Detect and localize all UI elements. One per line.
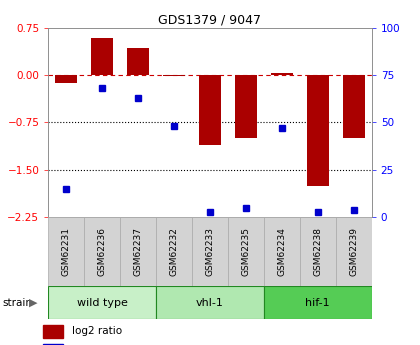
Bar	[300, 217, 336, 286]
Bar	[43, 325, 63, 338]
Bar	[43, 344, 63, 345]
Bar	[307, 75, 328, 186]
Bar	[163, 75, 185, 76]
Title: GDS1379 / 9047: GDS1379 / 9047	[158, 13, 262, 27]
Bar	[120, 217, 156, 286]
Text: GSM62237: GSM62237	[134, 227, 143, 276]
Text: ▶: ▶	[29, 298, 37, 308]
Text: vhl-1: vhl-1	[196, 298, 224, 308]
Text: GSM62234: GSM62234	[277, 227, 286, 276]
Bar	[199, 75, 221, 145]
Text: GSM62232: GSM62232	[170, 227, 178, 276]
Text: GSM62233: GSM62233	[205, 227, 215, 276]
Bar	[92, 38, 113, 75]
Bar	[343, 75, 365, 138]
Bar	[55, 75, 77, 82]
Text: log2 ratio: log2 ratio	[72, 326, 122, 336]
Bar	[48, 286, 156, 319]
Text: GSM62231: GSM62231	[62, 227, 71, 276]
Bar	[235, 75, 257, 138]
Text: GSM62236: GSM62236	[98, 227, 107, 276]
Bar	[84, 217, 120, 286]
Bar	[264, 217, 300, 286]
Bar	[48, 217, 84, 286]
Bar	[156, 217, 192, 286]
Text: GSM62239: GSM62239	[349, 227, 358, 276]
Bar	[264, 286, 372, 319]
Text: wild type: wild type	[77, 298, 128, 308]
Bar	[336, 217, 372, 286]
Bar	[271, 72, 293, 75]
Text: GSM62238: GSM62238	[313, 227, 322, 276]
Bar	[127, 48, 149, 75]
Bar	[228, 217, 264, 286]
Bar	[156, 286, 264, 319]
Bar	[192, 217, 228, 286]
Text: hif-1: hif-1	[305, 298, 330, 308]
Text: GSM62235: GSM62235	[241, 227, 250, 276]
Text: strain: strain	[2, 298, 32, 308]
